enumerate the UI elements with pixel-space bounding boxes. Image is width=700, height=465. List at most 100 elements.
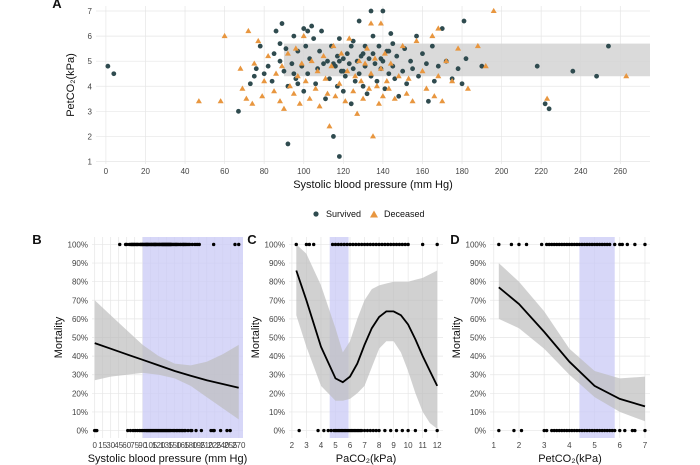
point-deceased — [403, 90, 410, 96]
rug-point-deceased — [359, 242, 364, 247]
point-deceased — [623, 73, 630, 79]
rug-point-deceased — [582, 242, 587, 247]
x-tick-label: 3 — [304, 441, 309, 450]
x-tick-label: 100 — [297, 167, 311, 176]
rug-point-survived — [610, 428, 614, 433]
point-deceased — [314, 68, 321, 74]
point-deceased — [352, 73, 359, 79]
rug-point-deceased — [311, 242, 316, 247]
rug-point-deceased — [345, 242, 349, 247]
point-survived — [408, 58, 413, 64]
legend: Survived Deceased — [313, 209, 425, 219]
point-deceased — [387, 60, 394, 66]
panel-c-paco2-mortality: 2 3 4 5 6 7 8 9 10 11 12 0% 10% 20% 30% 40% 50% 60% 70% 80%… — [247, 232, 443, 465]
x-tick-label: 7 — [643, 441, 648, 450]
y-tick-label: 5 — [88, 57, 93, 66]
y-tick-label: 2 — [88, 132, 93, 141]
y-tick-label: 30% — [269, 371, 285, 380]
y-tick-label: 60% — [72, 315, 88, 324]
rug-point-deceased — [585, 242, 589, 247]
point-deceased — [298, 60, 305, 66]
rug-point-deceased — [233, 242, 237, 247]
plot-background — [96, 6, 650, 164]
x-tick-label: 11 — [419, 441, 428, 450]
y-axis-title: Mortality — [250, 316, 262, 358]
point-survived — [429, 43, 435, 49]
x-axis-title: PaCO₂(kPa) — [336, 453, 397, 465]
rug-point-survived — [212, 428, 216, 433]
point-survived — [295, 81, 301, 87]
rug-point-deceased — [388, 242, 393, 247]
rug-point-survived — [585, 428, 589, 433]
y-tick-label: 0% — [273, 427, 285, 436]
point-deceased — [346, 35, 353, 41]
x-tick-label: 120 — [337, 167, 351, 176]
point-deceased — [271, 88, 278, 94]
point-deceased — [277, 98, 284, 104]
x-tick-label: 7 — [362, 441, 367, 450]
x-tick-label: 4 — [319, 441, 324, 450]
rug-point-deceased — [597, 242, 602, 247]
point-deceased — [306, 95, 313, 101]
confidence-band — [94, 300, 239, 420]
y-tick-label: 40% — [72, 352, 88, 361]
rug-point-survived — [413, 428, 418, 433]
rug-point-deceased — [307, 242, 312, 247]
x-tick-label: 5 — [333, 441, 338, 450]
y-tick-label: 90% — [269, 259, 285, 268]
point-deceased — [377, 65, 384, 71]
rug-point-survived — [400, 428, 405, 433]
point-deceased — [399, 42, 406, 49]
point-survived — [291, 33, 297, 39]
mortality-curve — [94, 342, 239, 389]
point-deceased — [435, 73, 442, 79]
point-survived — [370, 51, 376, 57]
x-tick-label: 180 — [184, 441, 198, 450]
point-survived — [410, 66, 415, 72]
rug-point-survived — [394, 428, 399, 433]
rug-point-survived — [630, 428, 635, 433]
point-survived — [420, 51, 425, 57]
point-survived — [105, 63, 111, 69]
point-survived — [360, 51, 366, 57]
point-deceased — [332, 93, 339, 99]
point-deceased — [292, 45, 299, 51]
point-deceased — [419, 68, 426, 74]
legend-deceased-marker — [370, 210, 378, 218]
rug-point-deceased — [330, 242, 335, 247]
rug-point-survived — [362, 428, 367, 433]
rug-point-deceased — [391, 242, 396, 247]
point-survived — [348, 101, 354, 107]
rug-point-survived — [225, 428, 229, 433]
rug-point-deceased — [565, 242, 569, 247]
point-survived — [327, 76, 332, 82]
point-deceased — [455, 45, 462, 51]
rug-point-deceased — [555, 242, 559, 247]
point-deceased — [429, 32, 436, 39]
point-deceased — [286, 83, 293, 89]
point-survived — [400, 68, 406, 74]
point-survived — [396, 93, 402, 99]
rug-point-survived — [186, 428, 190, 433]
point-survived — [479, 63, 485, 69]
point-deceased — [330, 42, 337, 49]
rug-point-deceased — [374, 242, 378, 247]
y-tick-label: 3 — [88, 107, 93, 116]
point-survived — [277, 41, 283, 47]
point-deceased — [423, 85, 430, 91]
y-tick-label: 40% — [470, 352, 486, 361]
y-tick-label: 60% — [470, 315, 486, 324]
point-survived — [364, 91, 370, 97]
rug-point-survived — [371, 428, 375, 433]
rug-point-survived — [565, 428, 569, 433]
y-tick-label: 70% — [470, 296, 486, 305]
x-tick-label: 4 — [567, 441, 572, 450]
point-survived — [356, 18, 362, 24]
point-survived — [289, 61, 295, 67]
point-deceased — [362, 60, 369, 66]
rug-point-deceased — [580, 242, 584, 247]
panel-label: D — [450, 232, 459, 247]
x-tick-label: 200 — [495, 167, 509, 176]
point-deceased — [395, 73, 402, 79]
rug-point-deceased — [562, 242, 567, 247]
